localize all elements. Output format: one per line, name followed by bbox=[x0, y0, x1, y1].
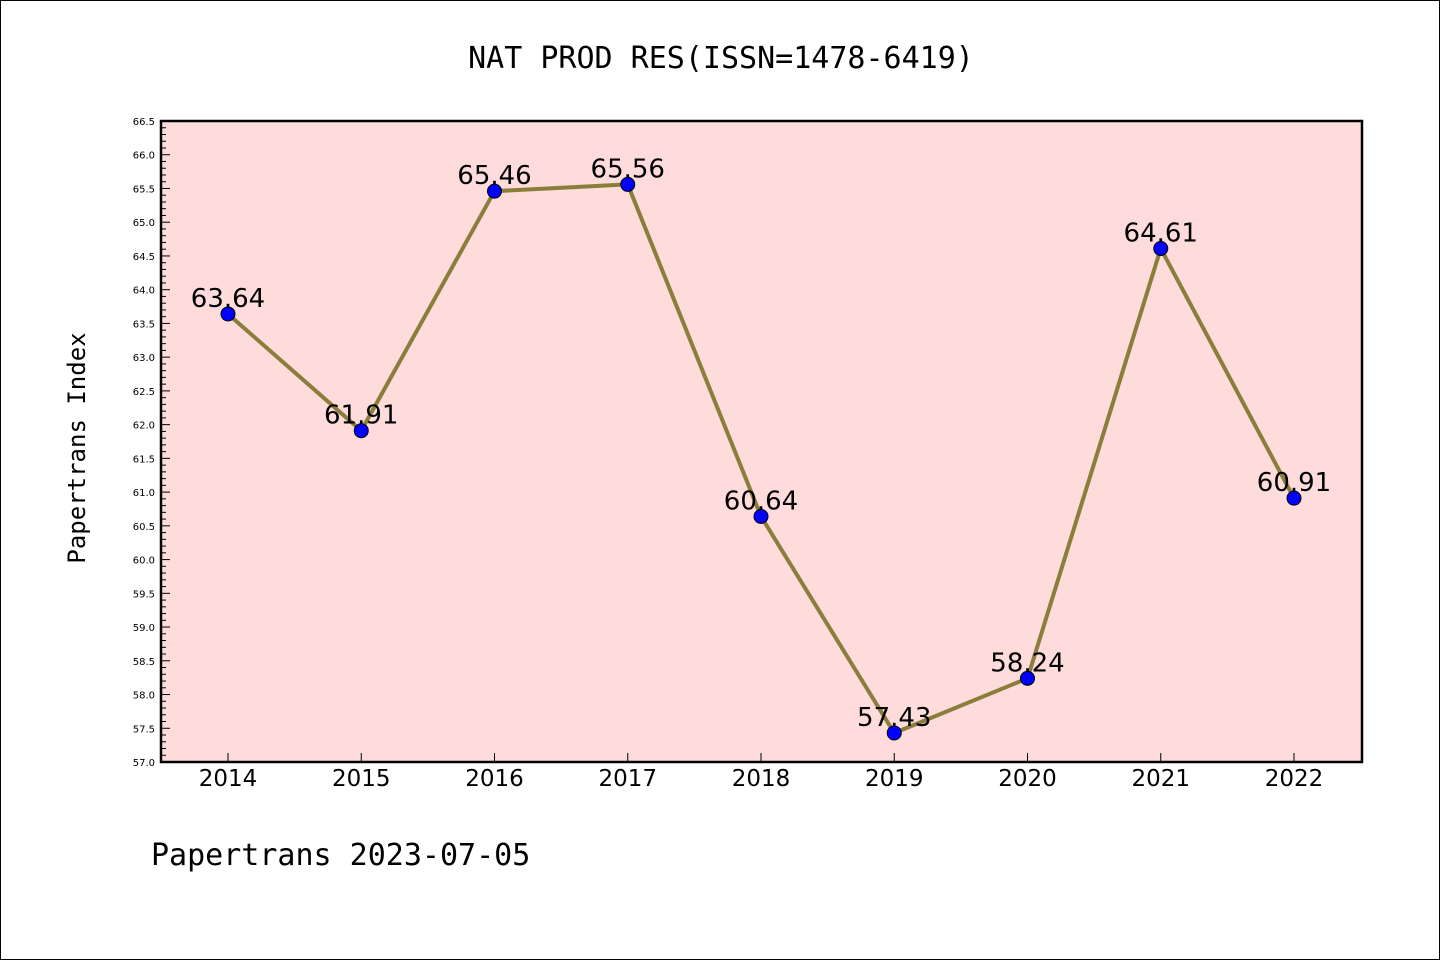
y-axis-label: Papertrans Index bbox=[63, 332, 91, 563]
y-tick-label: 62.5 bbox=[133, 387, 155, 398]
x-tick-label: 2016 bbox=[465, 766, 524, 792]
data-label: 60.91 bbox=[1257, 468, 1331, 498]
x-tick-label: 2019 bbox=[865, 766, 924, 792]
y-tick-label: 59.5 bbox=[133, 589, 155, 600]
x-tick-label: 2020 bbox=[998, 766, 1057, 792]
data-label: 65.46 bbox=[457, 161, 531, 191]
data-point bbox=[1020, 670, 1035, 686]
data-point bbox=[353, 423, 369, 439]
data-markers bbox=[220, 176, 1302, 741]
x-tick-label: 2015 bbox=[332, 766, 391, 792]
data-label: 64.61 bbox=[1124, 219, 1198, 249]
x-axis: 2014 2015 2016 2017 2018 2019 2020 2021 2022 bbox=[199, 753, 1324, 792]
data-label: 57.43 bbox=[857, 703, 931, 733]
data-label: 63.64 bbox=[191, 284, 265, 314]
data-label: 60.64 bbox=[724, 486, 798, 516]
chart-title: NAT PROD RES(ISSN=1478-6419) bbox=[468, 41, 974, 76]
y-tick-label: 63.5 bbox=[133, 319, 155, 330]
plot-area bbox=[161, 121, 1362, 762]
x-tick-label: 2021 bbox=[1131, 766, 1190, 792]
x-tick-label: 2017 bbox=[598, 766, 657, 792]
x-tick-label: 2022 bbox=[1265, 766, 1324, 792]
data-point bbox=[1153, 241, 1169, 257]
data-label: 58.24 bbox=[990, 648, 1064, 678]
data-point bbox=[886, 725, 902, 741]
y-tick-label: 62.0 bbox=[133, 421, 155, 432]
y-tick-label: 64.5 bbox=[133, 252, 155, 263]
x-tick-label: 2014 bbox=[199, 766, 258, 792]
data-point bbox=[487, 183, 502, 199]
data-labels: 63.64 61.91 65.46 65.56 60.64 57.43 58.24 64.61… bbox=[191, 154, 1331, 733]
y-tick-label: 65.0 bbox=[133, 218, 155, 229]
y-tick-label: 66.0 bbox=[133, 151, 155, 162]
y-tick-label: 61.0 bbox=[133, 488, 155, 499]
y-tick-label: 61.5 bbox=[133, 454, 155, 465]
footer-label: Papertrans 2023-07-05 bbox=[151, 838, 530, 873]
y-tick-label: 66.5 bbox=[133, 117, 155, 128]
data-label: 65.56 bbox=[591, 154, 665, 184]
y-tick-label: 65.5 bbox=[133, 184, 155, 195]
y-tick-label: 60.5 bbox=[133, 522, 155, 533]
plot-border bbox=[159, 119, 1364, 764]
y-tick-label: 58.5 bbox=[133, 657, 155, 668]
data-point bbox=[753, 508, 769, 524]
y-tick-label: 59.0 bbox=[133, 623, 155, 634]
y-tick-label: 57.0 bbox=[133, 758, 155, 769]
x-tick-label: 2018 bbox=[732, 766, 791, 792]
y-tick-label: 63.0 bbox=[133, 353, 155, 364]
data-label: 61.91 bbox=[324, 401, 398, 431]
y-tick-label: 58.0 bbox=[133, 691, 155, 702]
data-point bbox=[220, 306, 236, 322]
data-point bbox=[1286, 490, 1302, 506]
y-tick-label: 64.0 bbox=[133, 286, 155, 297]
data-point bbox=[620, 176, 636, 192]
y-tick-label: 60.0 bbox=[133, 556, 155, 567]
y-tick-label: 57.5 bbox=[133, 724, 155, 735]
